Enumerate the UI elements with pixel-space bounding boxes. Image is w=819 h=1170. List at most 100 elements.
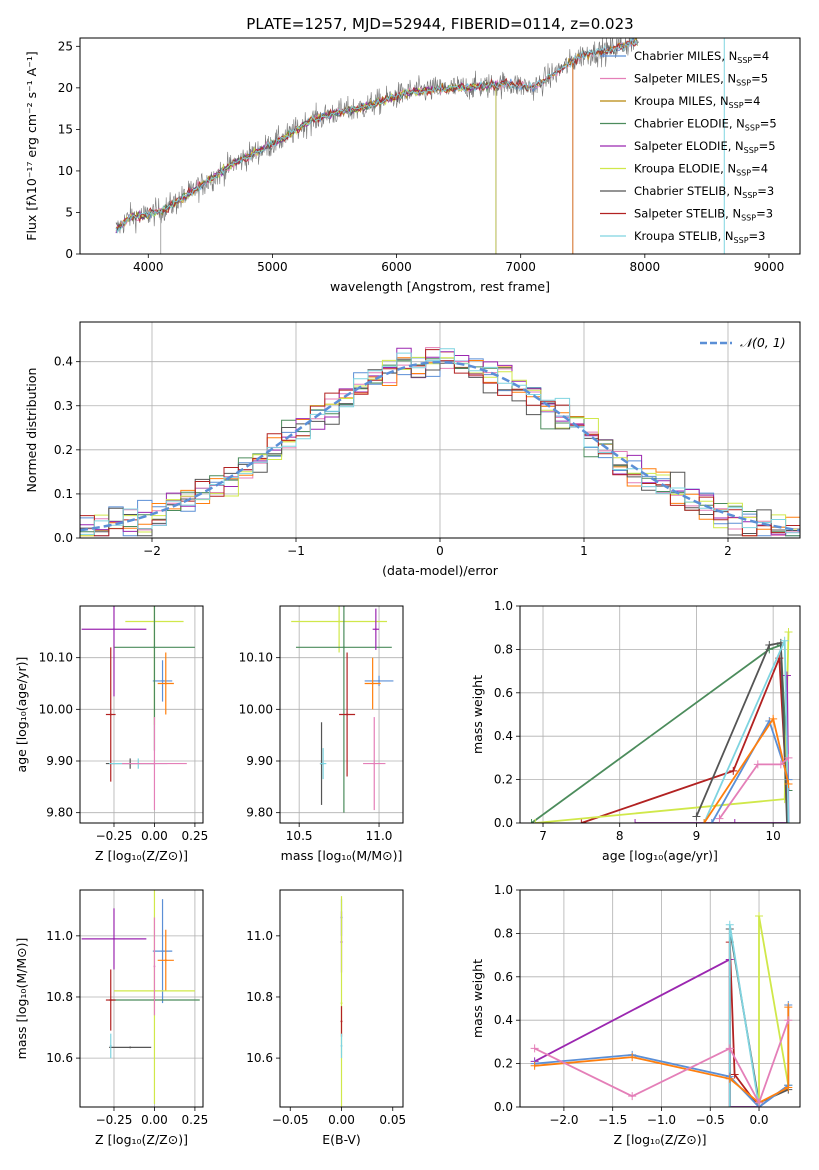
data-point	[374, 628, 377, 631]
spectrum-data-line	[115, 38, 639, 234]
y-tick-label: 10	[58, 164, 73, 178]
legend-label-sub: SSP	[745, 124, 760, 133]
x-tick-label: 0.25	[182, 829, 209, 843]
figure-title: PLATE=1257, MJD=52944, FIBERID=0114, z=0…	[246, 15, 633, 33]
y-axis-label: mass weight	[470, 959, 485, 1038]
x-tick-label: 0	[436, 544, 444, 558]
x-tick-label: −0.05	[272, 1113, 309, 1127]
weight-series-marker	[631, 819, 640, 823]
legend-label: Salpeter MILES, NSSP=5	[634, 72, 768, 88]
x-axis-label: E(B-V)	[322, 1132, 361, 1147]
panel-age-Z: −0.25 0.00 0.25 9.80 9.90 10.00 10.10 Z [log₁₀(…	[14, 605, 209, 863]
x-tick-label: 11.0	[366, 829, 393, 843]
weight-series-marker	[700, 819, 709, 823]
weight-series-marker	[782, 819, 791, 823]
y-tick-label: 11.0	[46, 929, 73, 943]
legend-label-main: Kroupa ELODIE, N	[634, 162, 736, 176]
model-series-line	[115, 38, 638, 234]
x-tick-label: 0.25	[182, 1113, 209, 1127]
data-point	[161, 679, 164, 682]
panel-mass-Z: −0.25 0.00 0.25 10.6 10.8 11.0 Z [log₁₀(Z/Z⊙)]…	[14, 889, 209, 1147]
data-point	[112, 628, 115, 631]
data-point	[161, 950, 164, 953]
y-tick-label: 25	[58, 39, 73, 53]
weight-series-marker	[782, 671, 791, 680]
y-tick-label: 9.80	[46, 806, 73, 820]
legend-label-main: Chabrier MILES, N	[634, 49, 737, 63]
x-tick-label: 9	[693, 829, 701, 843]
weight-series-marker	[530, 1061, 539, 1070]
weight-series-marker	[725, 1074, 734, 1083]
x-tick-label: −1.5	[598, 1113, 627, 1127]
legend-label-sub: SSP	[736, 169, 751, 178]
axes-frame	[79, 321, 801, 539]
legend-label-count: =4	[752, 49, 769, 63]
x-tick-label: 10.5	[286, 829, 313, 843]
data-point	[129, 1046, 132, 1049]
plot-area-mass-Z	[80, 890, 203, 1107]
weight-series-line	[758, 915, 790, 1107]
axes-frame	[279, 605, 404, 824]
weight-series-marker	[715, 814, 724, 823]
y-tick-label: 0.2	[54, 443, 73, 457]
residual-histogram-step	[80, 348, 800, 535]
y-tick-label: 9.90	[46, 754, 73, 768]
weight-series-marker	[527, 819, 536, 823]
data-point	[378, 679, 381, 682]
y-tick-label: 0.6	[494, 970, 513, 984]
y-tick-label: 0	[65, 247, 73, 261]
panel-weight-age: 7 8 9 10 0.0 0.2 0.4 0.6 0.8 1.0 age [log₁₀(age/yr…	[470, 599, 801, 863]
plot-area-age-Z	[80, 606, 203, 823]
legend-label-main: Salpeter STELIB, N	[634, 207, 741, 221]
panels: 4000 5000 6000 7000 8000 90000510152025wavele…	[14, 37, 801, 1147]
y-axis-label: Flux [fλ10⁻¹⁷ erg cm⁻² s⁻¹ A⁻¹]	[24, 51, 39, 240]
weight-series-line	[718, 757, 790, 820]
data-point	[322, 762, 325, 765]
legend-label-count: =4	[744, 94, 761, 108]
y-tick-label: 10.10	[239, 651, 273, 665]
y-tick-label: 9.80	[246, 806, 273, 820]
legend-label-main: Kroupa MILES, N	[634, 94, 729, 108]
weight-series-marker	[725, 1103, 734, 1107]
x-tick-label: 0.00	[141, 1113, 168, 1127]
weight-series-marker	[730, 819, 739, 823]
weight-series-marker	[765, 641, 774, 650]
legend-label-sub: SSP	[737, 56, 752, 65]
legend-label-count: =3	[757, 184, 774, 198]
data-point	[371, 682, 374, 685]
model-series-line	[115, 80, 497, 254]
y-tick-label: 0.2	[494, 1057, 513, 1071]
weight-series-marker	[784, 628, 793, 637]
y-tick-label: 0.6	[494, 686, 513, 700]
data-point	[340, 1020, 343, 1023]
x-tick-label: 8	[616, 829, 624, 843]
y-tick-label: 0.2	[494, 773, 513, 787]
weight-series-marker	[784, 1003, 793, 1012]
plot-area-mass-EBV	[340, 896, 343, 1107]
legend-label-sub: SSP	[742, 191, 757, 200]
axes-frame	[519, 889, 801, 1108]
legend-label-main: Salpeter ELODIE, N	[634, 139, 744, 153]
legend-label: 𝒩(0, 1)	[740, 335, 786, 350]
residual-histogram-step	[80, 358, 800, 537]
x-axis-label: mass [log₁₀(M/M⊙)]	[281, 848, 403, 863]
x-axis-label: wavelength [Angstrom, rest frame]	[330, 279, 550, 294]
data-point	[164, 682, 167, 685]
data-point	[346, 713, 349, 716]
y-tick-label: 0.4	[494, 729, 513, 743]
x-tick-label: 1	[580, 544, 588, 558]
weight-series-marker	[776, 760, 785, 769]
legend-label-sub: SSP	[729, 101, 744, 110]
x-tick-label: −0.25	[96, 829, 133, 843]
axes-frame	[79, 605, 204, 824]
weight-series-line	[534, 1007, 790, 1104]
weight-series-marker	[730, 1070, 739, 1079]
x-axis-label: Z [log₁₀(Z/Z⊙)]	[95, 1132, 188, 1147]
legend-label-count: =5	[760, 117, 777, 131]
model-series-line	[115, 80, 497, 254]
weight-series-marker	[692, 812, 701, 821]
x-tick-label: 0.00	[328, 1113, 355, 1127]
model-series-line	[115, 82, 497, 254]
x-axis-label: age [log₁₀(age/yr)]	[602, 848, 718, 863]
x-tick-label: 7	[539, 829, 547, 843]
